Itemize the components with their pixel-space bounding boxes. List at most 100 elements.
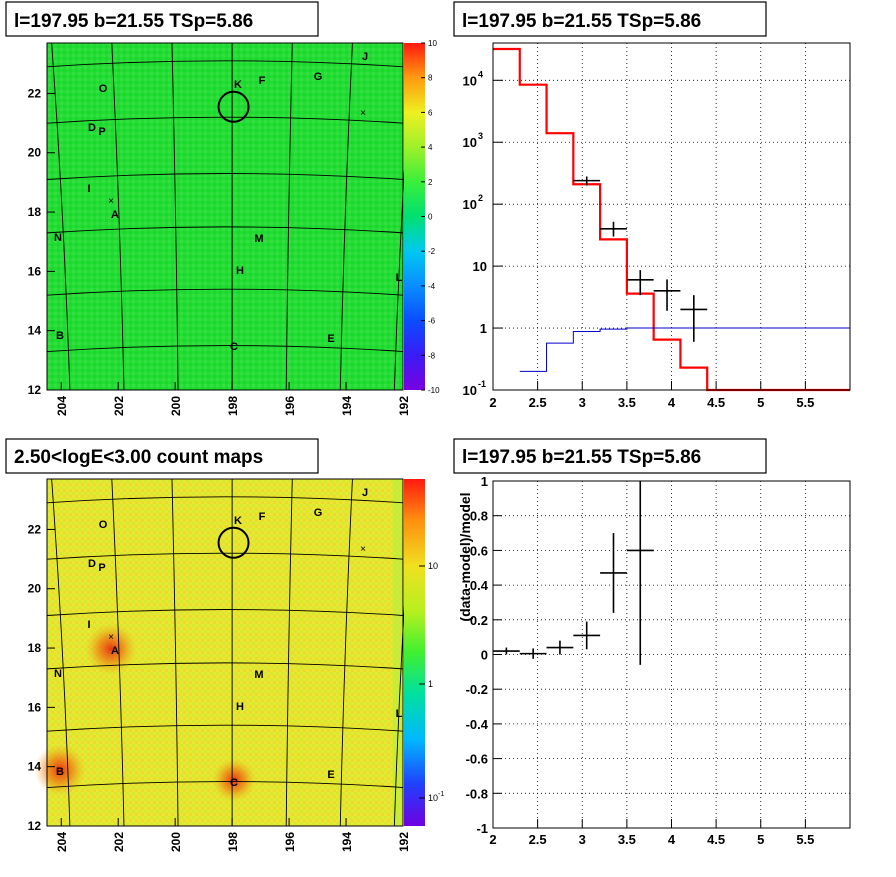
- residual-map-x-ticks: 204 202 200 198 196 194 192: [55, 382, 411, 416]
- residual-colorbar-tick-label: 4: [428, 143, 433, 152]
- residual-colorbar-tick-label: -6: [428, 317, 436, 326]
- count-map-source-label: J: [362, 487, 368, 499]
- spectrum-model-source-line: [519, 327, 850, 372]
- ratio-x-tick-label: 2.5: [529, 832, 547, 847]
- spectrum-y-tick-exponent: -1: [478, 379, 486, 389]
- count-map-source-label: E: [327, 769, 334, 781]
- residual-map-source-label: N: [54, 232, 62, 244]
- count-map-source-label: G: [314, 507, 323, 519]
- residual-map-parallel: [46, 173, 404, 180]
- residual-map-title-box: [5, 1, 319, 37]
- count-map-target-circle: [217, 526, 250, 559]
- count-map-cross-marker: ×: [360, 544, 366, 555]
- count-map-meridian: [171, 478, 179, 827]
- residual-map-frame: [46, 42, 404, 391]
- residual-map-x-tick-label: 204: [55, 396, 69, 416]
- count-map-y-tick-label: 14: [28, 760, 42, 774]
- ratio-y-tick-label: 0.6: [470, 543, 488, 558]
- residual-colorbar-tick-label: 10: [428, 39, 437, 48]
- count-map-y-ticks: 12 14 16 18 20 22: [28, 522, 55, 833]
- residual-map-source-label: P: [98, 126, 105, 138]
- count-map-x-tick-label: 200: [169, 832, 183, 852]
- spectrum-y-tick-exponent: 4: [478, 69, 483, 79]
- spectrum-title-box: [453, 1, 767, 37]
- residual-map-source-label: J: [362, 51, 368, 63]
- residual-map-y-tick-label: 14: [28, 324, 42, 338]
- residual-colorbar-tick-label: -10: [428, 386, 440, 395]
- count-map-source-label: I: [87, 619, 90, 631]
- spectrum-x-tick-label: 4: [668, 395, 676, 410]
- residual-map-y-ticks: 12 14 16 18 20 22: [28, 86, 55, 397]
- ratio-x-tick-label: 3: [579, 832, 586, 847]
- count-map-source-label: H: [236, 701, 244, 713]
- residual-map-parallel: [46, 60, 404, 68]
- count-map-source-label: B: [56, 766, 64, 778]
- residual-map-source-label: E: [327, 333, 334, 345]
- residual-map-title: l=197.95 b=21.55 TSp=5.86: [14, 11, 253, 32]
- ratio-y-tick-label: 0.4: [470, 578, 489, 593]
- residual-map-meridian: [339, 42, 353, 391]
- count-map-source-label: O: [99, 519, 108, 531]
- count-map-meridian: [51, 478, 71, 827]
- count-map-x-tick-label: 196: [283, 832, 297, 852]
- spectrum-x-tick-label: 4.5: [707, 395, 725, 410]
- residual-colorbar-tick-label: 0: [428, 213, 433, 222]
- residual-colorbar-tick-label: -4: [428, 282, 436, 291]
- residual-map-parallel: [46, 226, 404, 234]
- spectrum-title: l=197.95 b=21.55 TSp=5.86: [462, 11, 701, 32]
- ratio-x-tick-label: 3.5: [618, 832, 636, 847]
- residual-map-source-label: A: [111, 209, 119, 221]
- ratio-y-tick-label: 1: [481, 474, 488, 489]
- residual-map-parallel: [46, 116, 404, 124]
- count-colorbar-tick-label: 10: [428, 793, 438, 803]
- ratio-y-tick-label: -0.4: [466, 717, 489, 732]
- residual-map-y-tick-label: 16: [28, 264, 42, 278]
- count-map-source-label: C: [230, 777, 238, 789]
- residual-map-source-label: K: [234, 79, 242, 91]
- residual-map-source-label: O: [99, 83, 108, 95]
- residual-map-source-label: M: [254, 233, 263, 245]
- count-map-x-tick-label: 194: [340, 832, 354, 852]
- ratio-x-tick-label: 5.5: [796, 832, 814, 847]
- count-map-x-ticks: 204 202 200 198 196 194 192: [55, 818, 411, 852]
- residual-map-y-tick-label: 18: [28, 205, 42, 219]
- count-map-meridian: [339, 478, 353, 827]
- residual-map-area: [47, 43, 403, 390]
- count-map-title: 2.50<logE<3.00 count maps: [14, 447, 263, 468]
- ratio-y-tick-label: 0.8: [470, 509, 488, 524]
- residual-map-panel: l=197.95 b=21.55 TSp=5.86 O K F G J D P I A N M H L B…: [5, 1, 440, 416]
- ratio-y-tick-label: -0.6: [466, 752, 488, 767]
- count-map-grid: [46, 478, 414, 827]
- residual-map-y-tick-label: 12: [28, 383, 42, 397]
- residual-map-cross-marker: ×: [360, 108, 366, 119]
- count-map-y-tick-label: 12: [28, 819, 42, 833]
- ratio-x-tick-label: 2: [489, 832, 496, 847]
- residual-map-meridian: [285, 42, 293, 391]
- count-hotspot-a: [85, 623, 137, 675]
- count-map-source-label: N: [54, 668, 62, 680]
- spectrum-x-tick-label: 3.5: [618, 395, 636, 410]
- spectrum-panel: l=197.95 b=21.55 TSp=5.86 2 2.5 3 3.5 4 4.5 5 5…: [453, 1, 851, 410]
- residual-colorbar-tick-label: 6: [428, 108, 433, 117]
- ratio-panel: l=197.95 b=21.55 TSp=5.86 2 2.5 3 3.5 4 4.5 5 5…: [453, 438, 851, 847]
- spectrum-x-tick-label: 2.5: [529, 395, 547, 410]
- count-map-meridian: [111, 478, 125, 827]
- ratio-x-tick-label: 5: [757, 832, 764, 847]
- ratio-plot-area: [493, 481, 850, 828]
- residual-map-cross-marker: ×: [108, 196, 114, 207]
- count-map-sources: O K F G J D P I A N M H L B C E × ×: [54, 487, 403, 789]
- count-map-source-label: D: [88, 558, 96, 570]
- count-edge-band: [393, 479, 403, 826]
- residual-map-parallel: [46, 345, 404, 352]
- ratio-y-tick-label: -0.8: [466, 786, 488, 801]
- residual-map-x-tick-label: 198: [226, 396, 240, 416]
- spectrum-y-tick-exponent: 2: [478, 193, 483, 203]
- count-map-title-box: [5, 438, 319, 474]
- residual-map-x-tick-label: 192: [397, 396, 411, 416]
- residual-map-meridian: [51, 42, 71, 391]
- count-map-parallel: [46, 496, 404, 504]
